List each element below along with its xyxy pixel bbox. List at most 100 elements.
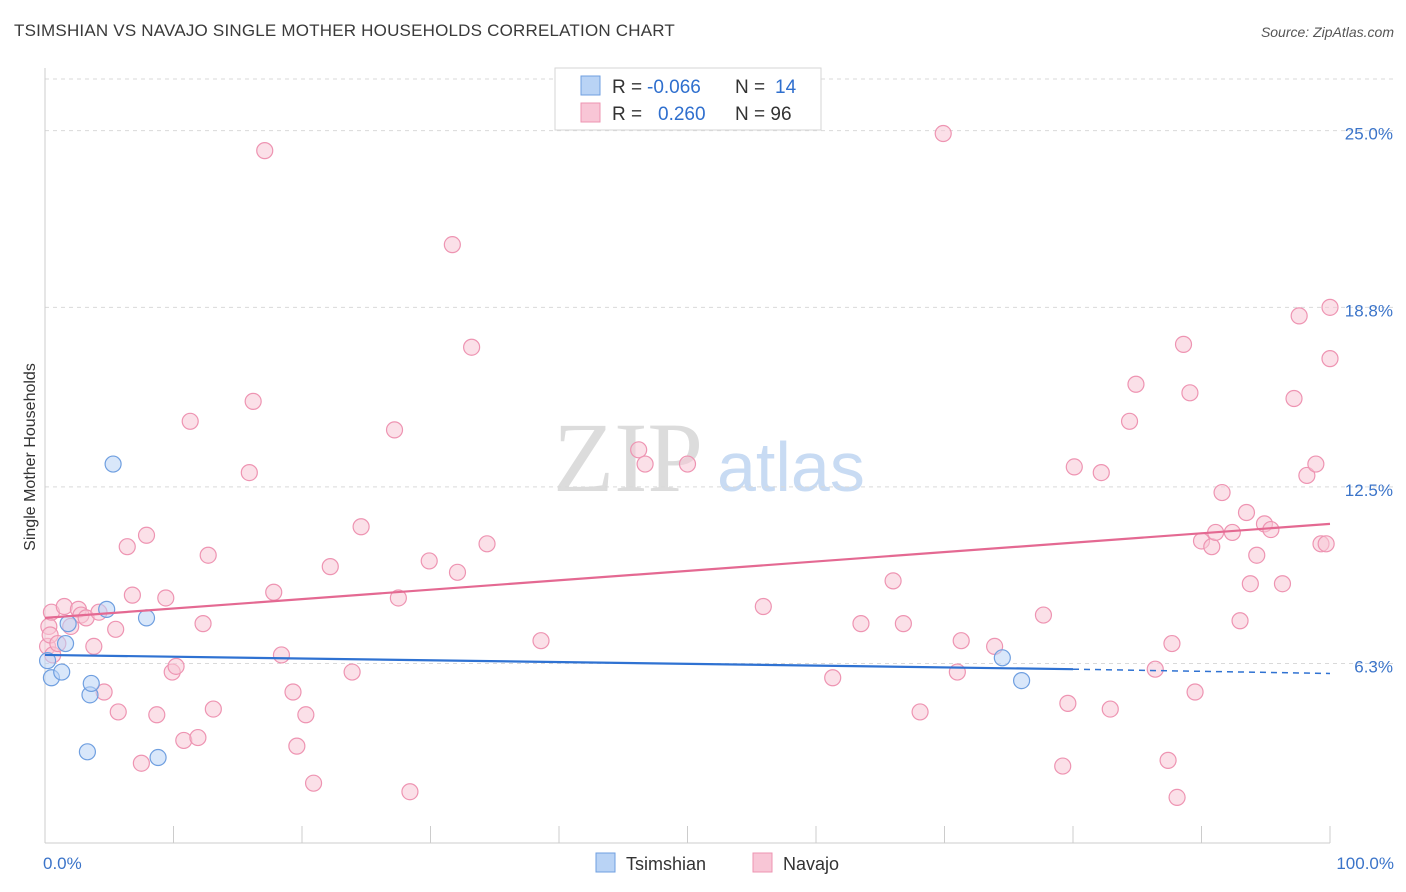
tsimshian-point [38, 652, 57, 670]
navajo-point [911, 703, 929, 721]
navajo-point [1248, 546, 1266, 564]
legend-r-value-navajo: 0.260 [658, 104, 706, 125]
watermark-atlas: atlas [717, 428, 865, 506]
gridlines [45, 78, 1394, 664]
tsimshian-trend-line [44, 653, 1074, 671]
legend-n-label-tsimshian: N = [735, 77, 765, 98]
navajo-point [137, 526, 156, 544]
tsimshian-points [38, 455, 1031, 767]
navajo-point [1317, 535, 1335, 553]
tsimshian-trend-extension [1072, 668, 1331, 675]
navajo-point [321, 558, 339, 576]
navajo-point [1203, 538, 1221, 556]
navajo-point [1186, 683, 1204, 701]
navajo-points [38, 124, 1339, 807]
source-attribution: Source: ZipAtlas.com [1260, 24, 1394, 40]
navajo-point [284, 683, 302, 701]
navajo-point [55, 597, 73, 616]
navajo-point [1285, 389, 1303, 408]
navajo-point [343, 663, 361, 681]
navajo-point [194, 615, 212, 633]
navajo-point [894, 615, 912, 633]
navajo-point [636, 455, 654, 473]
navajo-point [448, 563, 467, 581]
navajo-trend-line [44, 522, 1331, 620]
navajo-point [1213, 483, 1231, 502]
navajo-point [1181, 384, 1199, 402]
navajo-point [389, 589, 407, 607]
bottom-legend-swatch-tsimshian [595, 852, 616, 873]
navajo-point [107, 620, 125, 638]
tsimshian-point [59, 615, 77, 633]
navajo-point [443, 236, 461, 254]
bottom-legend-label-navajo: Navajo [783, 854, 839, 874]
tsimshian-point [78, 743, 97, 761]
navajo-point [123, 586, 141, 604]
y-axis-title: Single Mother Households [22, 363, 39, 551]
tsimshian-point [53, 663, 71, 681]
navajo-point [167, 657, 185, 675]
navajo-point [189, 728, 207, 747]
navajo-point [934, 124, 952, 143]
tsimshian-point [82, 674, 100, 693]
legend-swatch-tsimshian [580, 75, 601, 96]
navajo-point [1231, 612, 1249, 630]
navajo-point [240, 463, 258, 482]
navajo-point [1321, 350, 1339, 368]
navajo-point [352, 518, 370, 536]
navajo-point [85, 637, 103, 656]
legend-n-label-navajo: N = 96 [735, 104, 792, 125]
navajo-point [754, 597, 772, 616]
watermark-zip: ZIP [553, 402, 703, 513]
navajo-point [1127, 375, 1145, 393]
y-tick-label: 18.8% [1345, 301, 1393, 320]
navajo-point [297, 706, 315, 724]
navajo-point [1273, 575, 1292, 593]
navajo-point [288, 737, 306, 755]
navajo-point [1237, 503, 1256, 522]
navajo-point [1034, 606, 1053, 624]
chart-title: TSIMSHIAN VS NAVAJO SINGLE MOTHER HOUSEH… [14, 21, 676, 40]
navajo-point [256, 142, 274, 160]
tsimshian-point [137, 609, 156, 627]
navajo-point [175, 731, 193, 750]
navajo-point [1065, 458, 1083, 476]
tsimshian-point [149, 748, 167, 767]
navajo-point [1163, 634, 1181, 653]
navajo-point [1174, 335, 1193, 353]
navajo-point [148, 706, 166, 724]
navajo-point [401, 783, 419, 801]
tsimshian-point [56, 634, 75, 653]
legend-r-label-tsimshian: R = [612, 77, 642, 98]
correlation-legend: R = -0.066 N = 14 R = 0.260 N = 96 [554, 67, 822, 131]
navajo-point [1168, 788, 1186, 807]
x-tick-label-min: 0.0% [43, 854, 82, 873]
navajo-point [824, 669, 842, 687]
navajo-point [181, 412, 199, 430]
navajo-point [272, 646, 291, 664]
y-tick-label: 12.5% [1345, 481, 1393, 500]
navajo-point [1298, 466, 1316, 485]
navajo-point [630, 441, 648, 459]
navajo-point [1290, 307, 1308, 325]
bottom-legend-label-tsimshian: Tsimshian [626, 854, 706, 874]
series-legend: Tsimshian Navajo [595, 852, 839, 874]
y-tick-label: 25.0% [1345, 125, 1393, 144]
navajo-point [420, 552, 438, 570]
navajo-point [1307, 455, 1325, 473]
navajo-point [463, 338, 481, 356]
x-tick-label-max: 100.0% [1336, 854, 1394, 873]
navajo-point [157, 589, 175, 607]
x-axis-ticks [44, 826, 1331, 843]
navajo-point [1054, 757, 1072, 775]
navajo-point [118, 538, 136, 556]
tsimshian-point [993, 649, 1011, 667]
y-tick-labels: 6.3% 12.5% 18.8% 25.0% [1345, 125, 1393, 677]
navajo-point [1092, 463, 1110, 482]
navajo-point [204, 700, 222, 718]
navajo-point [478, 535, 496, 553]
navajo-point [852, 615, 870, 633]
navajo-point [532, 632, 550, 650]
legend-swatch-navajo [580, 102, 601, 123]
